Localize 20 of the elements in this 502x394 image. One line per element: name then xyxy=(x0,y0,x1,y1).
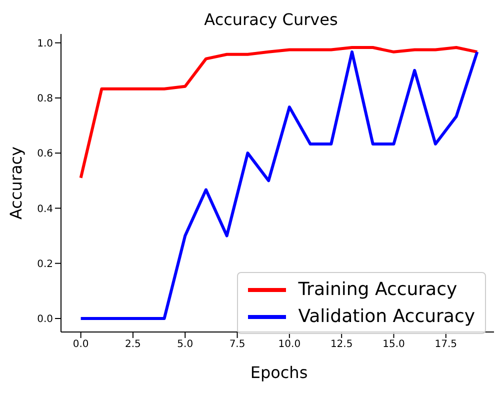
x-tick-label: 0.0 xyxy=(72,339,89,350)
x-tick-label: 12.5 xyxy=(330,339,353,350)
y-tick-label: 1.0 xyxy=(37,38,53,50)
x-axis-title: Epochs xyxy=(250,363,308,382)
legend-label: Validation Accuracy xyxy=(298,305,475,329)
y-tick-label: 0.8 xyxy=(37,94,53,105)
y-axis-title: Accuracy xyxy=(6,146,26,220)
legend-label: Training Accuracy xyxy=(298,278,458,302)
x-tick-label: 7.5 xyxy=(229,339,246,350)
x-tick-label: 2.5 xyxy=(125,339,141,350)
y-tick-label: 0.2 xyxy=(37,258,53,270)
y-tick-label: 0.0 xyxy=(37,314,53,326)
chart-title: Accuracy Curves xyxy=(203,10,339,29)
x-tick-label: 17.5 xyxy=(434,339,458,350)
x-tick-label: 15.0 xyxy=(382,339,405,350)
x-tick-label: 5.0 xyxy=(177,339,194,350)
x-tick-label: 10.0 xyxy=(278,339,301,350)
line-series xyxy=(79,46,479,180)
y-tick-label: 0.4 xyxy=(37,204,53,215)
y-tick-label: 0.6 xyxy=(37,148,53,160)
